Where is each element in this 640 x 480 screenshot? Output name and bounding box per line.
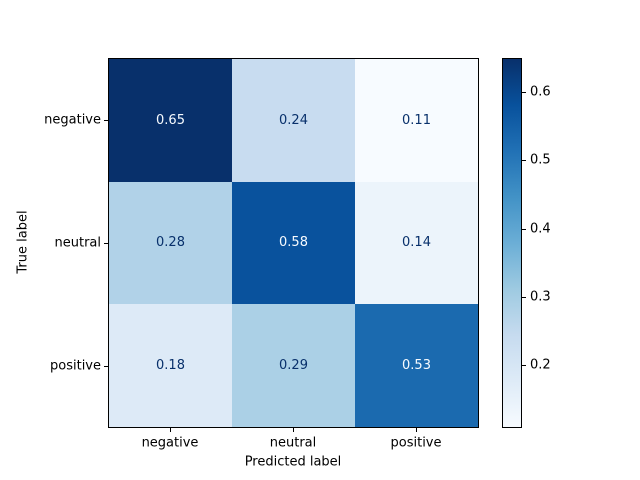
y-axis-label: True label xyxy=(15,210,31,274)
y-tick-mark xyxy=(104,120,108,121)
x-tick-mark xyxy=(293,428,294,432)
heatmap-cell-0-2: 0.11 xyxy=(355,59,478,182)
heatmap-cell-0-0: 0.65 xyxy=(109,59,232,182)
colorbar-tick-mark xyxy=(522,160,526,161)
x-tick-mark xyxy=(170,428,171,432)
colorbar-tick-label: 0.4 xyxy=(530,221,551,237)
colorbar xyxy=(502,58,522,428)
heatmap-cell-2-2: 0.53 xyxy=(355,304,478,427)
colorbar-tick-label: 0.2 xyxy=(530,357,551,373)
colorbar-tick-mark xyxy=(522,229,526,230)
heatmap-cell-1-2: 0.14 xyxy=(355,181,478,305)
colorbar-tick-label: 0.6 xyxy=(530,84,551,100)
heatmap-cell-1-1: 0.58 xyxy=(232,181,355,305)
y-tick-label-negative: negative xyxy=(44,112,101,128)
colorbar-tick-mark xyxy=(522,297,526,298)
y-tick-label-positive: positive xyxy=(50,358,101,374)
x-tick-mark xyxy=(416,428,417,432)
heatmap-cell-1-0: 0.28 xyxy=(109,181,232,305)
heatmap-cell-2-1: 0.29 xyxy=(232,304,355,427)
heatmap-cell-0-1: 0.24 xyxy=(232,59,355,182)
y-tick-mark xyxy=(104,243,108,244)
colorbar-tick-label: 0.5 xyxy=(530,152,551,168)
y-tick-mark xyxy=(104,366,108,367)
x-axis-label: Predicted label xyxy=(244,454,342,470)
x-tick-label-negative: negative xyxy=(141,435,199,451)
colorbar-tick-mark xyxy=(522,365,526,366)
heatmap-axes: 0.65 0.24 0.11 0.28 0.58 0.14 0.18 0.29 … xyxy=(108,58,479,428)
y-tick-label-neutral: neutral xyxy=(54,235,102,251)
heatmap-cell-2-0: 0.18 xyxy=(109,304,232,427)
colorbar-tick-label: 0.3 xyxy=(530,289,551,305)
colorbar-tick-mark xyxy=(522,92,526,93)
x-tick-label-neutral: neutral xyxy=(269,435,317,451)
x-tick-label-positive: positive xyxy=(390,435,442,451)
